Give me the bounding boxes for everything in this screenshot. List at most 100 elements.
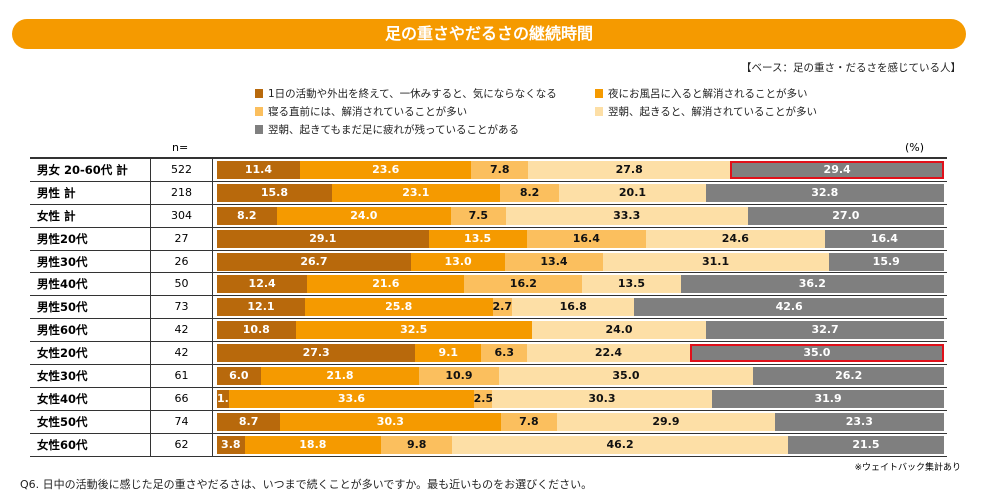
bar-segment: 15.9	[828, 252, 944, 271]
bar-segment: 9.8	[381, 435, 453, 454]
bar-segment: 18.8	[244, 435, 382, 454]
row-label: 男性50代	[37, 300, 88, 315]
table-row: 女性 計 304 8.2 24.0 7.5 33.3 27.0	[30, 204, 947, 228]
footnote: ※ウェイトバック集計あり	[854, 463, 961, 473]
bar-segment: 32.5	[295, 321, 532, 340]
bar-segment: 16.2	[464, 275, 583, 294]
bar-segment: 8.2	[217, 206, 277, 225]
bar-segment: 35.0	[498, 367, 754, 386]
row-label: 女性40代	[37, 391, 88, 406]
legend-swatch	[255, 89, 263, 98]
n-header: n=	[172, 141, 189, 154]
bar-segment: 11.4	[217, 161, 300, 179]
bar-segment: 32.8	[705, 183, 944, 202]
row-n: 42	[150, 319, 213, 342]
row-label: 女性20代	[37, 346, 88, 361]
row-label: 女性60代	[37, 437, 88, 452]
bar-segment: 29.1	[217, 229, 429, 248]
bar-segment: 22.4	[527, 344, 690, 363]
row-n: 74	[150, 410, 213, 433]
stacked-bar: 11.4 23.6 7.8 27.8 29.4	[217, 161, 944, 179]
table-row: 女性40代 66 1.7 33.6 2.5 30.3 31.9	[30, 387, 947, 411]
stacked-bar: 27.3 9.1 6.3 22.4 35.0	[217, 344, 944, 363]
bar-segment: 23.3	[774, 412, 944, 431]
row-label: 男性30代	[37, 254, 88, 269]
bar-segment: 7.5	[451, 206, 506, 225]
bar-segment: 10.8	[217, 321, 296, 340]
legend-item: 1日の活動や外出を終えて、一休みすると、気にならなくなる	[255, 86, 557, 101]
bar-segment: 26.7	[217, 252, 411, 271]
bar-segment: 33.3	[505, 206, 748, 225]
bar-segment: 31.1	[602, 252, 829, 271]
bar-segment: 29.4	[730, 161, 944, 179]
row-label: 男女 20-60代 計	[37, 163, 128, 177]
bar-segment: 24.0	[531, 321, 707, 340]
bar-segment: 29.9	[557, 412, 775, 431]
stacked-bar: 3.8 18.8 9.8 46.2 21.5	[217, 435, 944, 454]
bar-segment: 31.9	[712, 389, 944, 408]
table-row: 女性50代 74 8.7 30.3 7.8 29.9 23.3	[30, 410, 947, 434]
stacked-bar: 15.8 23.1 8.2 20.1 32.8	[217, 183, 944, 202]
bar-segment: 35.0	[689, 344, 944, 363]
bar-segment: 7.8	[471, 161, 529, 179]
row-label: 男性20代	[37, 231, 88, 246]
bar-segment: 46.2	[452, 435, 788, 454]
bar-segment: 24.6	[645, 229, 825, 248]
legend-label: 寝る直前には、解消されていることが多い	[268, 106, 468, 118]
row-n: 27	[150, 227, 213, 250]
bar-segment: 13.5	[582, 275, 681, 294]
stacked-bar: 29.1 13.5 16.4 24.6 16.4	[217, 229, 944, 248]
table-row: 男性20代 27 29.1 13.5 16.4 24.6 16.4	[30, 227, 947, 251]
base-note: 【ベース：足の重さ・だるさを感じている人】	[741, 62, 961, 74]
bar-segment: 6.3	[481, 344, 528, 363]
bar-segment: 12.1	[217, 298, 305, 317]
bar-segment: 8.7	[217, 412, 281, 431]
stacked-bar: 6.0 21.8 10.9 35.0 26.2	[217, 367, 944, 386]
bar-segment: 10.9	[419, 367, 499, 386]
bar-segment: 9.1	[415, 344, 482, 363]
bar-segment: 23.6	[299, 161, 472, 179]
bar-segment: 24.0	[276, 206, 452, 225]
bar-segment: 6.0	[217, 367, 261, 386]
bar-segment: 20.1	[559, 183, 706, 202]
legend-swatch	[255, 125, 263, 134]
stacked-bar: 12.4 21.6 16.2 13.5 36.2	[217, 275, 944, 294]
row-n: 66	[150, 387, 213, 410]
legend-swatch	[595, 107, 603, 116]
row-label: 男性 計	[37, 185, 76, 200]
bar-segment: 2.7	[492, 298, 513, 317]
row-n: 218	[150, 181, 213, 204]
table-row: 男性30代 26 26.7 13.0 13.4 31.1 15.9	[30, 250, 947, 274]
bar-segment: 13.4	[505, 252, 603, 271]
row-n: 50	[150, 273, 213, 296]
bar-segment: 16.4	[526, 229, 646, 248]
legend-label: 夜にお風呂に入ると解消されることが多い	[608, 88, 808, 100]
row-label: 女性50代	[37, 414, 88, 429]
bar-segment: 26.2	[753, 367, 944, 386]
table-row: 男女 20-60代 計 522 11.4 23.6 7.8 27.8 29.4	[30, 159, 947, 182]
stacked-bar: 26.7 13.0 13.4 31.1 15.9	[217, 252, 944, 271]
row-label: 女性30代	[37, 369, 88, 384]
bar-segment: 42.6	[634, 298, 944, 317]
legend-swatch	[255, 107, 263, 116]
row-n: 73	[150, 296, 213, 319]
row-n: 522	[150, 159, 213, 181]
bar-segment: 30.3	[491, 389, 713, 408]
bar-segment: 16.8	[512, 298, 635, 317]
bar-segment: 21.6	[307, 275, 465, 294]
bar-segment: 33.6	[229, 389, 474, 408]
stacked-bar: 12.1 25.8 2.7 16.8 42.6	[217, 298, 944, 317]
bar-segment: 13.5	[428, 229, 527, 248]
row-label: 女性 計	[37, 208, 76, 223]
bar-segment: 30.3	[280, 412, 501, 431]
row-n: 62	[150, 433, 213, 456]
bar-segment: 12.4	[217, 275, 308, 294]
row-label: 男性40代	[37, 277, 88, 292]
legend-item: 夜にお風呂に入ると解消されることが多い	[595, 86, 808, 101]
unit-label: (%)	[905, 141, 925, 154]
table-row: 男性 計 218 15.8 23.1 8.2 20.1 32.8	[30, 181, 947, 205]
bar-segment: 27.3	[217, 344, 416, 363]
legend-item: 翌朝、起きてもまだ足に疲れが残っていることがある	[255, 122, 519, 137]
legend-swatch	[595, 89, 603, 98]
bar-table: 男女 20-60代 計 522 11.4 23.6 7.8 27.8 29.4 男性 計 218…	[30, 157, 947, 457]
